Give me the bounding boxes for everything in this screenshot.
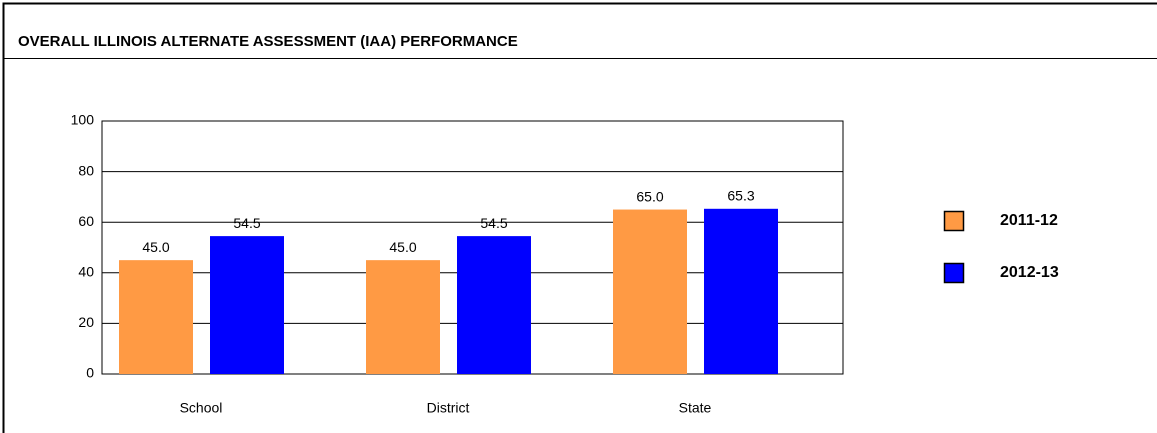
y-tick-label: 60 — [78, 213, 94, 229]
data-label: 45.0 — [142, 239, 169, 255]
legend-label: 2011-12 — [1000, 212, 1058, 229]
bar — [704, 208, 778, 374]
bar — [613, 209, 687, 374]
bar — [210, 236, 284, 374]
bar — [119, 260, 193, 374]
y-tick-label: 80 — [78, 162, 94, 178]
data-label: 65.3 — [727, 187, 754, 203]
legend-swatch — [943, 262, 965, 284]
data-label: 54.5 — [480, 215, 507, 231]
legend-label: 2012-13 — [1000, 264, 1059, 281]
x-tick-label: District — [427, 400, 470, 416]
y-tick-label: 40 — [78, 264, 94, 280]
data-label: 45.0 — [389, 239, 416, 255]
chart-title: OVERALL ILLINOIS ALTERNATE ASSESSMENT (I… — [18, 33, 518, 50]
bar — [457, 236, 531, 374]
bar — [366, 260, 440, 374]
x-tick-label: School — [180, 400, 223, 416]
data-label: 54.5 — [233, 215, 260, 231]
x-tick-label: State — [679, 400, 712, 416]
y-tick-label: 0 — [86, 365, 94, 381]
data-label: 65.0 — [636, 188, 663, 204]
y-tick-label: 100 — [71, 112, 95, 128]
y-tick-label: 20 — [78, 314, 94, 330]
legend-swatch — [943, 210, 965, 232]
